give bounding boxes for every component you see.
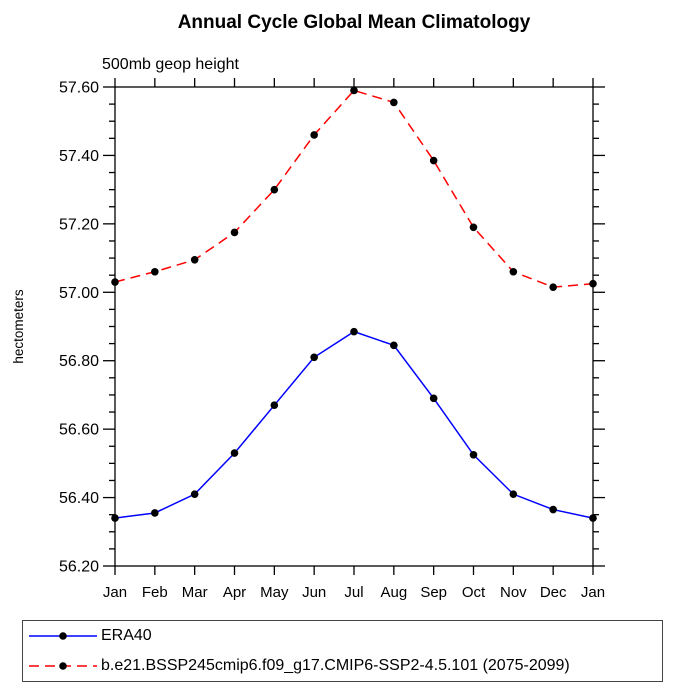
x-tick-label: Oct <box>462 584 486 601</box>
data-point-marker <box>429 156 438 165</box>
data-point-marker <box>190 255 199 264</box>
data-point-marker <box>350 86 358 95</box>
data-point-marker <box>270 185 279 194</box>
data-point-marker <box>310 353 318 362</box>
x-tick-label: Apr <box>223 584 246 601</box>
data-point-marker <box>509 267 518 276</box>
y-tick-label: 56.20 <box>59 559 99 576</box>
x-tick-label: Jan <box>103 584 127 601</box>
data-point-marker <box>589 279 597 288</box>
x-tick-label: Aug <box>380 584 407 601</box>
series-line-1 <box>114 89 594 288</box>
data-point-marker <box>111 514 119 522</box>
data-point-marker <box>509 490 518 498</box>
x-tick-label: Jul <box>344 584 363 601</box>
data-point-marker <box>469 451 478 459</box>
data-point-marker <box>589 514 597 522</box>
x-tick-label: Jan <box>581 584 605 601</box>
legend-label-era40: ERA40 <box>101 627 152 644</box>
y-tick-label: 57.60 <box>59 80 99 97</box>
x-tick-label: May <box>260 584 289 601</box>
y-tick-label: 56.40 <box>59 490 99 507</box>
legend-marker <box>59 632 67 640</box>
y-tick-label: 56.80 <box>59 353 99 370</box>
data-point-marker <box>549 505 557 514</box>
data-point-marker <box>390 341 398 350</box>
legend-label-model: b.e21.BSSP245cmip6.f09_g17.CMIP6-SSP2-4.… <box>101 657 570 674</box>
data-point-marker <box>549 283 557 291</box>
data-point-marker <box>310 131 318 139</box>
plot-area: 56.20 56.40 56.60 56.80 57.00 57.20 57.40 57.60… <box>11 78 605 601</box>
data-point-marker <box>151 267 159 276</box>
axis-frame <box>114 86 594 567</box>
chart-subtitle: 500mb geop height <box>102 56 239 73</box>
x-tick-label: Dec <box>540 584 567 601</box>
x-tick-label: Feb <box>142 584 168 601</box>
x-tick-label: Jun <box>302 584 326 601</box>
data-point-marker <box>230 449 239 457</box>
solid-line-marker-icon <box>29 632 97 640</box>
data-point-marker <box>469 223 478 232</box>
data-point-marker <box>350 327 358 336</box>
data-point-marker <box>429 394 438 403</box>
dashed-line-marker-icon <box>29 662 97 670</box>
data-point-marker <box>230 228 239 237</box>
data-point-marker <box>151 509 159 517</box>
x-tick-label: Nov <box>500 584 527 601</box>
legend-item-model: b.e21.BSSP245cmip6.f09_g17.CMIP6-SSP2-4.… <box>23 652 662 680</box>
legend-marker <box>59 662 67 670</box>
data-point-marker <box>111 278 119 286</box>
data-point-marker <box>270 401 279 409</box>
y-tick-label: 57.40 <box>59 148 99 165</box>
y-tick-label: 56.60 <box>59 422 99 439</box>
x-tick-label: Mar <box>182 584 208 601</box>
y-tick-label: 57.00 <box>59 285 99 302</box>
legend-item-era40: ERA40 <box>23 622 662 650</box>
y-axis-title: hectometers <box>11 289 26 364</box>
legend: ERA40 b.e21.BSSP245cmip6.f09_g17.CMIP6-S… <box>22 620 663 682</box>
x-tick-label: Sep <box>420 584 447 601</box>
series-line-0 <box>114 330 594 519</box>
data-point-marker <box>390 98 398 107</box>
chart-title: Annual Cycle Global Mean Climatology <box>177 12 531 33</box>
data-point-marker <box>190 490 199 498</box>
y-tick-label: 57.20 <box>59 216 99 233</box>
